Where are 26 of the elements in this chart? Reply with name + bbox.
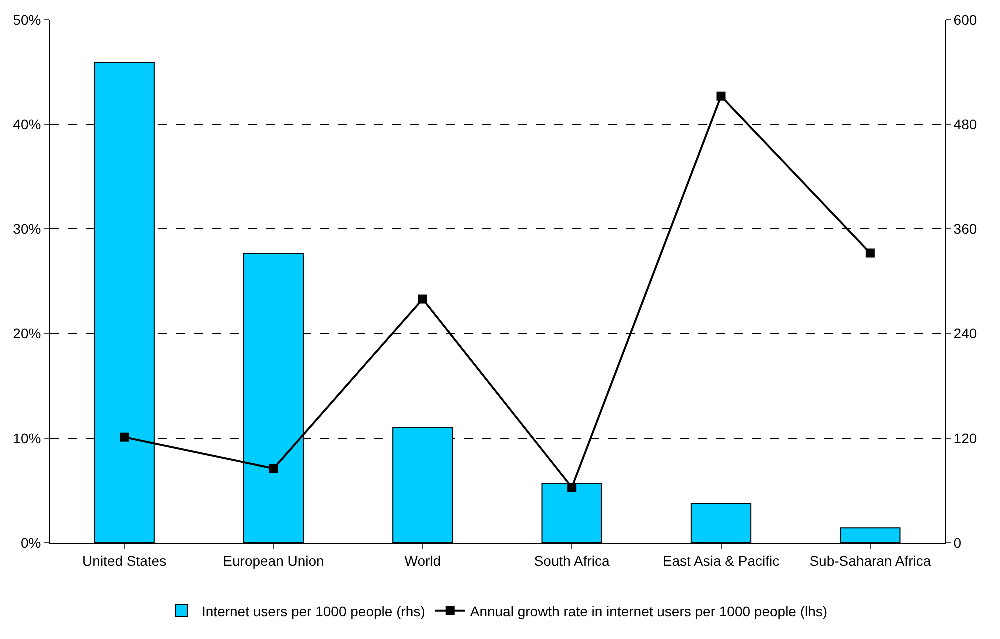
point: [866, 248, 875, 258]
point: [568, 483, 577, 492]
y-tick-label: 30%: [13, 221, 42, 238]
y2-tick-label: 360: [954, 221, 978, 238]
y-tick-label: 50%: [13, 12, 42, 28]
y2-tick-label: 480: [954, 116, 978, 132]
point: [716, 92, 726, 101]
y2-tick-label: 120: [954, 430, 978, 446]
x-tick-label: World: [404, 552, 442, 569]
y-tick-label: 20%: [13, 326, 42, 342]
x-tick-label: South Africa: [534, 552, 610, 569]
x-tick-label: United States: [82, 552, 167, 569]
legend-label: Internet users per 1000 people (rhs): [202, 603, 426, 620]
y-tick-label: 40%: [13, 116, 42, 132]
y2-tick-label: 0: [954, 534, 962, 551]
y2-tick-label: 240: [954, 326, 978, 342]
y2-tick-label: 600: [954, 12, 978, 28]
y-tick-label: 0%: [20, 534, 42, 551]
x-tick-label: Sub-Saharan Africa: [810, 552, 932, 569]
legend-label: Annual growth rate in internet users per 1000 people (lhs): [470, 603, 828, 620]
x-tick-label: European Union: [223, 552, 324, 569]
y-tick-label: 10%: [13, 430, 42, 446]
x-tick-label: East Asia & Pacific: [662, 552, 780, 569]
point: [120, 432, 130, 442]
point: [269, 464, 278, 474]
point: [418, 294, 428, 304]
